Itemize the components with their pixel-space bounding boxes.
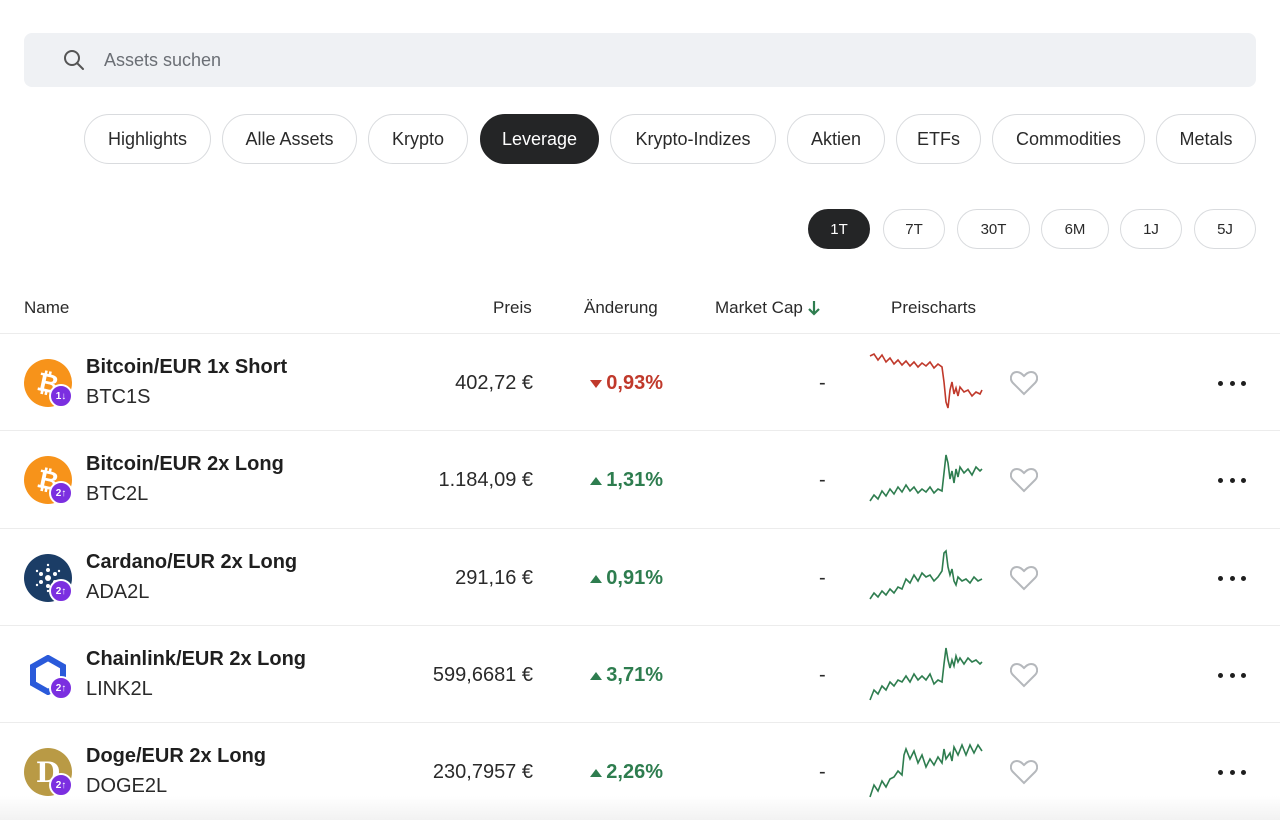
tab-metals[interactable]: Metals — [1156, 114, 1256, 164]
heart-icon[interactable] — [1010, 662, 1038, 688]
period-30t[interactable]: 30T — [957, 209, 1030, 249]
triangle-up-icon — [590, 476, 603, 485]
header-market-cap[interactable]: Market Cap — [715, 298, 821, 318]
bitcoin-logo: ₿ 1↓ — [24, 359, 73, 408]
triangle-up-icon — [590, 768, 603, 777]
header-market-cap-label: Market Cap — [715, 298, 803, 317]
price-sparkline — [869, 647, 983, 701]
asset-change: 2,26% — [590, 761, 663, 784]
tab-alle-assets[interactable]: Alle Assets — [222, 114, 357, 164]
tab-krypto[interactable]: Krypto — [368, 114, 468, 164]
leverage-badge: 2↑ — [49, 773, 73, 797]
scroll-fade — [0, 796, 1280, 820]
chainlink-logo: 2↑ — [24, 651, 73, 700]
period-7t[interactable]: 7T — [883, 209, 945, 249]
more-options-icon[interactable] — [1218, 662, 1246, 688]
asset-price: 599,6681 € — [432, 664, 533, 686]
leverage-badge: 2↑ — [49, 579, 73, 603]
asset-price: 230,7957 € — [432, 761, 533, 783]
tab-aktien[interactable]: Aktien — [787, 114, 885, 164]
more-options-icon[interactable] — [1218, 759, 1246, 785]
triangle-down-icon — [590, 379, 603, 388]
asset-name: Doge/EUR 2x Long — [86, 745, 267, 767]
asset-name: Chainlink/EUR 2x Long — [86, 648, 307, 670]
change-value: 3,71% — [606, 664, 663, 686]
asset-change: 1,31% — [590, 469, 663, 492]
header-price[interactable]: Preis — [493, 298, 532, 317]
search-icon — [62, 48, 86, 72]
tab-highlights[interactable]: Highlights — [84, 114, 211, 164]
cardano-logo: 2↑ — [24, 554, 73, 603]
leverage-badge: 1↓ — [49, 384, 73, 408]
period-6m[interactable]: 6M — [1041, 209, 1109, 249]
asset-price: 1.184,09 € — [438, 469, 533, 491]
asset-price: 291,16 € — [455, 567, 533, 589]
price-sparkline — [869, 352, 983, 409]
asset-market-cap: - — [819, 469, 826, 491]
period-5j[interactable]: 5J — [1194, 209, 1256, 249]
period-1j[interactable]: 1J — [1120, 209, 1182, 249]
more-options-icon[interactable] — [1218, 565, 1246, 591]
table-row[interactable]: ₿ 2↑ Bitcoin/EUR 2x Long BTC2L 1.184,09 … — [0, 430, 1280, 527]
table-row[interactable]: 2↑ Cardano/EUR 2x Long ADA2L 291,16 € 0,… — [0, 528, 1280, 625]
asset-symbol: BTC1S — [86, 386, 151, 408]
tab-etfs[interactable]: ETFs — [896, 114, 981, 164]
header-change[interactable]: Änderung — [584, 298, 658, 317]
change-value: 0,91% — [606, 567, 663, 589]
period-1t[interactable]: 1T — [808, 209, 870, 249]
heart-icon[interactable] — [1010, 565, 1038, 591]
more-options-icon[interactable] — [1218, 370, 1246, 396]
asset-change: 0,93% — [590, 372, 663, 395]
change-value: 1,31% — [606, 469, 663, 491]
asset-market-cap: - — [819, 372, 826, 394]
table-row[interactable]: ₿ 1↓ Bitcoin/EUR 1x Short BTC1S 402,72 €… — [0, 333, 1280, 430]
asset-name: Bitcoin/EUR 2x Long — [86, 453, 284, 475]
tab-leverage[interactable]: Leverage — [480, 114, 599, 164]
heart-icon[interactable] — [1010, 759, 1038, 785]
asset-symbol: BTC2L — [86, 483, 149, 505]
bitcoin-logo: ₿ 2↑ — [24, 456, 73, 505]
price-sparkline — [869, 742, 983, 798]
asset-market-cap: - — [819, 761, 826, 783]
triangle-up-icon — [590, 574, 603, 583]
asset-change: 0,91% — [590, 567, 663, 590]
arrow-down-icon — [808, 301, 820, 316]
asset-name: Cardano/EUR 2x Long — [86, 551, 298, 573]
tab-commodities[interactable]: Commodities — [992, 114, 1145, 164]
change-value: 0,93% — [606, 372, 663, 394]
heart-icon[interactable] — [1010, 370, 1038, 396]
change-value: 2,26% — [606, 761, 663, 783]
table-row[interactable]: 2↑ Chainlink/EUR 2x Long LINK2L 599,6681… — [0, 625, 1280, 722]
more-options-icon[interactable] — [1218, 467, 1246, 493]
header-name[interactable]: Name — [24, 298, 70, 317]
search-bar[interactable] — [24, 33, 1256, 87]
header-preischarts: Preischarts — [891, 298, 977, 317]
price-sparkline — [869, 549, 983, 600]
triangle-up-icon — [590, 671, 603, 680]
price-sparkline — [869, 454, 983, 502]
table-header: Name Preis Änderung Market Cap Preischar… — [0, 290, 1280, 324]
category-tabs: Highlights Alle Assets Krypto Leverage K… — [0, 114, 1280, 164]
period-selector: 1T 7T 30T 6M 1J 5J — [0, 209, 1280, 249]
leverage-badge: 2↑ — [49, 481, 73, 505]
search-input[interactable] — [104, 49, 1004, 71]
table-row[interactable]: D 2↑ Doge/EUR 2x Long DOGE2L 230,7957 € … — [0, 722, 1280, 819]
asset-symbol: DOGE2L — [86, 775, 168, 797]
asset-symbol: ADA2L — [86, 581, 150, 603]
leverage-badge: 2↑ — [49, 676, 73, 700]
asset-market-cap: - — [819, 567, 826, 589]
dogecoin-logo: D 2↑ — [24, 748, 73, 797]
asset-price: 402,72 € — [455, 372, 533, 394]
asset-name: Bitcoin/EUR 1x Short — [86, 356, 288, 378]
asset-change: 3,71% — [590, 664, 663, 687]
asset-market-cap: - — [819, 664, 826, 686]
heart-icon[interactable] — [1010, 467, 1038, 493]
tab-krypto-indizes[interactable]: Krypto-Indizes — [610, 114, 776, 164]
asset-symbol: LINK2L — [86, 678, 153, 700]
